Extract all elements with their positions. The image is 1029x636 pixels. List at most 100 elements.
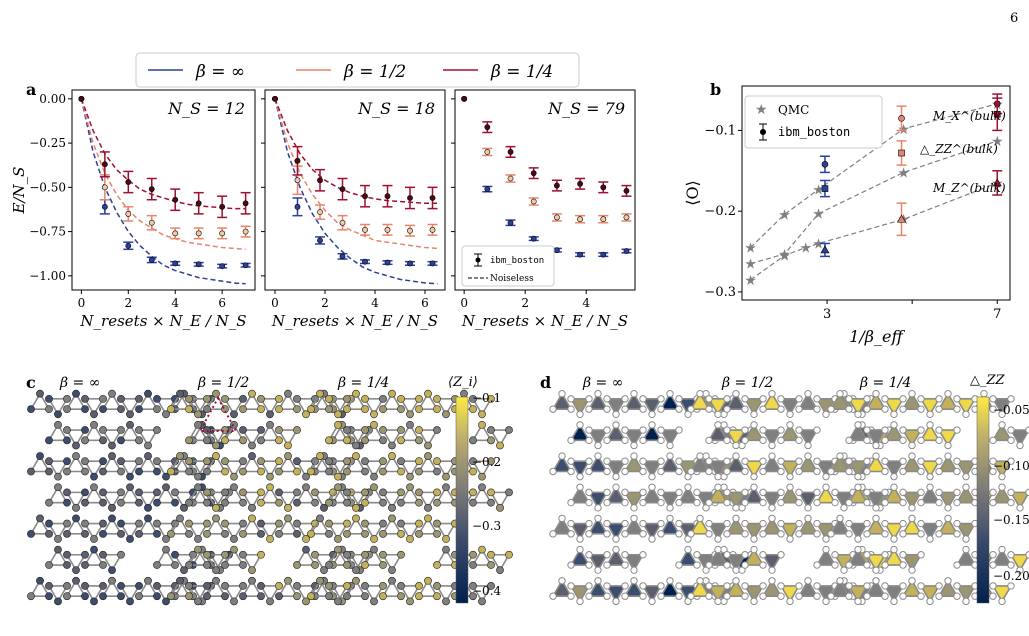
lattice-site [257, 592, 265, 601]
lattice-site [845, 582, 853, 590]
lattice-triangle [277, 579, 299, 598]
lattice-site [153, 457, 161, 466]
x-tick-label: 2 [521, 296, 529, 310]
lattice-site [603, 498, 611, 507]
lattice-site [953, 467, 961, 476]
lattice-site [827, 530, 835, 538]
lattice-site [675, 561, 683, 569]
lattice-site [630, 577, 638, 585]
svg-text:−0.20: −0.20 [993, 569, 1029, 583]
lattice-site [424, 514, 432, 523]
lattice-site [953, 426, 961, 434]
lattice-site [687, 405, 695, 413]
lattice-site [989, 561, 997, 569]
lattice-triangle [489, 429, 511, 448]
lattice-site [621, 426, 629, 434]
lattice-site [881, 457, 889, 465]
lattice-site [594, 452, 602, 460]
lattice-site [302, 535, 310, 543]
lattice-site [72, 389, 80, 398]
lattice-site [714, 535, 722, 543]
lattice-site [822, 597, 830, 606]
lattice-site [343, 394, 351, 403]
data-point [429, 226, 436, 233]
lattice-site [203, 436, 211, 445]
panel-c-title-1: β = ∞ [59, 375, 100, 391]
lattice-site [705, 467, 713, 476]
lattice-site [777, 530, 785, 538]
lattice-site [741, 530, 749, 538]
data-point [429, 260, 436, 267]
lattice-site [836, 577, 844, 585]
lattice-site [316, 452, 324, 460]
lattice-site [239, 519, 247, 528]
lattice-site [953, 498, 961, 507]
lattice-site [388, 566, 396, 575]
lattice-triangle [83, 398, 105, 416]
lattice-site [478, 410, 486, 419]
lattice-site [723, 582, 731, 590]
lattice-triangle [345, 579, 367, 598]
lattice-site [666, 504, 674, 512]
lattice-triangle [761, 516, 783, 535]
lattice-site [723, 395, 731, 403]
lattice-site [612, 545, 620, 554]
lattice-site [768, 514, 776, 523]
lattice-triangle [955, 460, 977, 479]
data-point [384, 193, 391, 200]
lattice-triangle [399, 423, 421, 442]
lattice-site [899, 488, 907, 497]
lattice-site [397, 519, 405, 528]
data-point [507, 175, 514, 182]
lattice-site [361, 394, 369, 403]
lattice-triangle [761, 491, 783, 510]
panel-a-ns12: 0 2 4 6 0.00 −0.25 −0.50 −0.75 −1.00 N_S = 12 N_re… [10, 89, 256, 330]
lattice-triangle [569, 485, 591, 504]
lattice-site [935, 582, 943, 590]
lattice-site [750, 545, 758, 554]
data-point [101, 161, 108, 168]
lattice-site [612, 421, 620, 429]
lattice-site [370, 410, 378, 419]
lattice-triangle [47, 585, 69, 603]
lattice-triangle [327, 485, 349, 504]
lattice-c-2 [167, 389, 373, 606]
lattice-site [777, 457, 785, 465]
data-point [294, 203, 301, 210]
lattice-site [108, 452, 116, 460]
lattice-triangle [241, 429, 263, 448]
lattice-site [334, 545, 342, 554]
lattice-site [585, 457, 593, 465]
lattice-site [135, 467, 143, 476]
lattice-site [854, 597, 862, 606]
lattice-site [813, 426, 821, 434]
lattice-triangle [605, 548, 627, 566]
data-point [623, 214, 630, 221]
lattice-site [687, 592, 695, 600]
lattice-site [705, 582, 713, 590]
lattice-site [648, 483, 656, 491]
lattice-site [144, 576, 152, 585]
y-axis-label: E/N_S [10, 167, 28, 215]
lattice-site [117, 550, 125, 559]
lattice-triangle [241, 516, 263, 535]
top-legend: β = ∞ β = 1/2 β = 1/4 [135, 52, 580, 88]
lattice-triangle [641, 485, 663, 504]
lattice-triangle [569, 423, 591, 442]
lattice-triangle [587, 491, 609, 510]
lattice-site [935, 488, 943, 497]
data-point [577, 180, 583, 187]
lattice-site [723, 457, 731, 465]
lattice-site [926, 483, 934, 491]
lattice-site [433, 394, 441, 403]
data-point [384, 226, 391, 233]
lattice-site [621, 488, 629, 497]
lattice-site [203, 519, 211, 528]
lattice-triangle [327, 398, 349, 416]
lattice-site [795, 530, 803, 538]
lattice-triangle [259, 398, 281, 416]
lattice-site [45, 436, 53, 445]
data-point [125, 242, 132, 249]
data-point [484, 186, 491, 193]
lattice-triangle [865, 392, 887, 410]
